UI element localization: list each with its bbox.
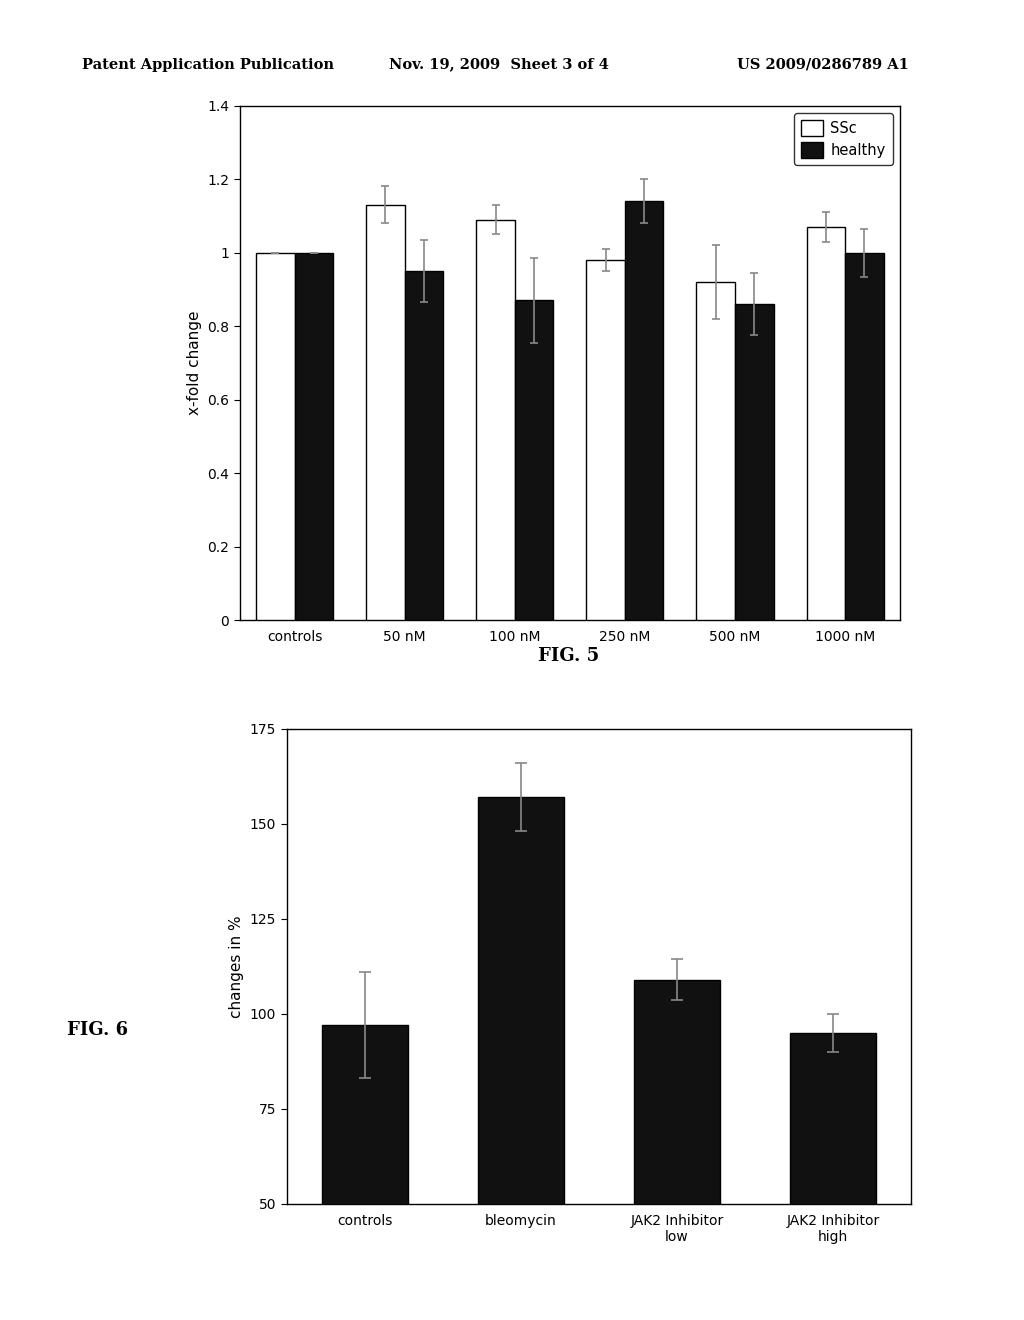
Bar [696, 282, 735, 620]
Bar [791, 1032, 877, 1320]
Bar [367, 205, 404, 620]
Text: Nov. 19, 2009  Sheet 3 of 4: Nov. 19, 2009 Sheet 3 of 4 [389, 58, 609, 71]
Bar [476, 219, 515, 620]
Bar [634, 979, 720, 1320]
Bar [478, 797, 564, 1320]
Text: US 2009/0286789 A1: US 2009/0286789 A1 [737, 58, 909, 71]
Y-axis label: changes in %: changes in % [229, 915, 245, 1018]
Bar [735, 304, 773, 620]
Text: FIG. 6: FIG. 6 [67, 1020, 128, 1039]
Text: FIG. 5: FIG. 5 [538, 647, 599, 665]
Bar [625, 201, 664, 620]
Bar [515, 301, 553, 620]
Bar [807, 227, 845, 620]
Text: Patent Application Publication: Patent Application Publication [82, 58, 334, 71]
Bar [322, 1026, 408, 1320]
Bar [845, 252, 884, 620]
Y-axis label: x-fold change: x-fold change [186, 310, 202, 416]
Bar [404, 271, 443, 620]
Legend: SSc, healthy: SSc, healthy [794, 114, 893, 165]
Bar [587, 260, 625, 620]
Bar [295, 252, 333, 620]
Bar [256, 252, 295, 620]
